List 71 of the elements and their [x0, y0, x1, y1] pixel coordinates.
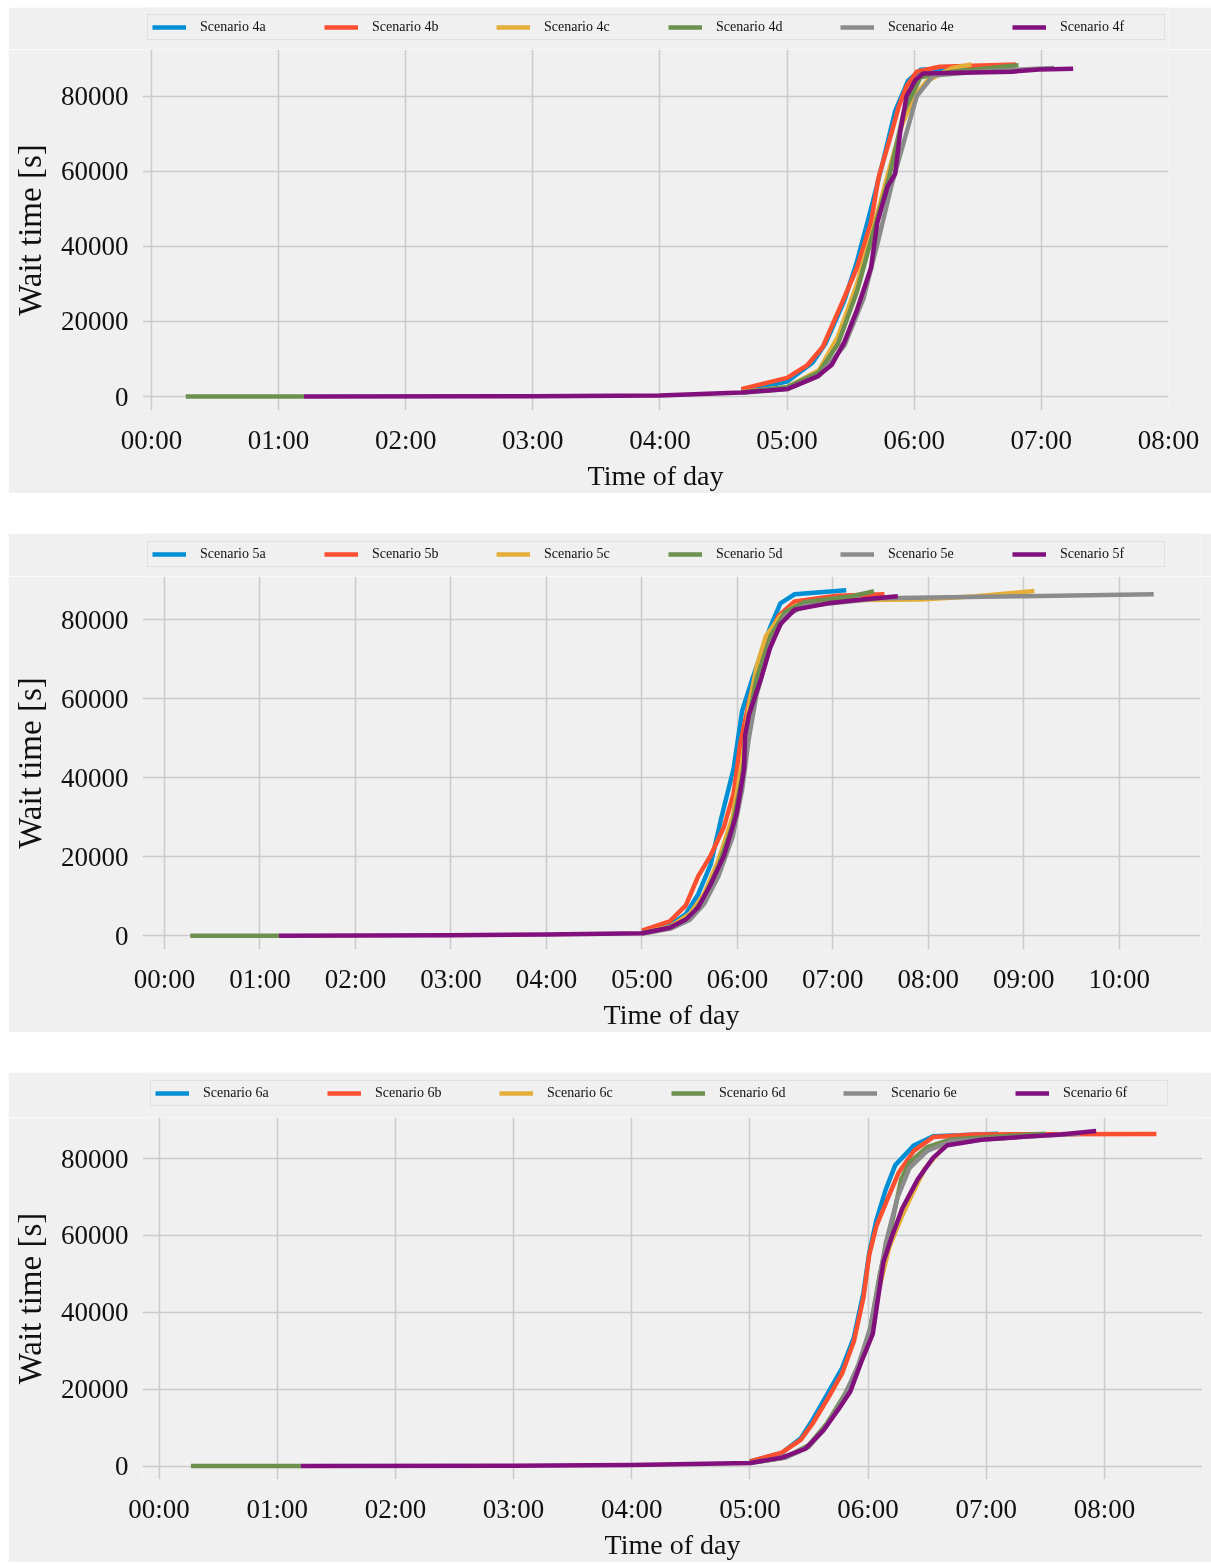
line-series — [298, 1128, 1099, 1469]
x-tick-label: 08:00 — [1137, 424, 1200, 455]
x-tick-label: 06:00 — [706, 963, 769, 994]
x-tick-label: 04:00 — [515, 963, 578, 994]
x-tick-label: 05:00 — [719, 1493, 781, 1524]
x-tick-label: 07:00 — [802, 963, 864, 994]
x-tick-label: 00:00 — [133, 963, 196, 994]
y-axis-title: Wait time [s] — [12, 677, 48, 849]
y-tick-label: 0 — [115, 1451, 129, 1482]
x-tick-label: 02:00 — [374, 424, 437, 455]
legend-label: Scenario 6f — [1063, 1085, 1129, 1101]
x-tick-label: 03:00 — [420, 963, 482, 994]
legend-label: Scenario 6d — [719, 1085, 787, 1101]
x-tick-label: 00:00 — [120, 424, 183, 455]
legend-label: Scenario 4d — [716, 19, 784, 35]
y-tick-label: 80000 — [61, 1143, 129, 1174]
x-tick-label: 01:00 — [246, 1493, 308, 1524]
legend-label: Scenario 5a — [200, 546, 267, 562]
x-tick-label: 05:00 — [756, 424, 818, 455]
legend-label: Scenario 5d — [716, 546, 784, 562]
x-axis-title: Time of day — [603, 998, 740, 1030]
x-tick-label: 07:00 — [1010, 424, 1073, 455]
x-tick-label: 04:00 — [629, 424, 691, 455]
legend-label: Scenario 6c — [547, 1085, 614, 1101]
line-series — [301, 66, 1076, 399]
x-tick-label: 08:00 — [1073, 1493, 1136, 1524]
legend-label: Scenario 5c — [544, 546, 611, 562]
x-tick-label: 03:00 — [502, 424, 564, 455]
y-tick-label: 40000 — [61, 1297, 129, 1328]
legend-label: Scenario 4a — [200, 19, 267, 35]
legend-label: Scenario 6a — [203, 1085, 270, 1101]
x-tick-label: 10:00 — [1088, 963, 1151, 994]
x-tick-label: 06:00 — [883, 424, 945, 455]
legend-label: Scenario 4c — [544, 19, 611, 35]
x-tick-label: 02:00 — [324, 963, 387, 994]
x-tick-label: 06:00 — [837, 1493, 899, 1524]
line-series — [276, 593, 901, 938]
y-tick-label: 80000 — [61, 81, 129, 112]
y-tick-label: 20000 — [61, 306, 129, 337]
y-tick-label: 0 — [115, 920, 129, 951]
legend-label: Scenario 4e — [888, 19, 955, 35]
y-tick-label: 80000 — [61, 604, 129, 635]
y-tick-label: 40000 — [61, 762, 129, 793]
y-tick-label: 20000 — [61, 1374, 129, 1405]
y-tick-label: 60000 — [61, 156, 129, 187]
x-tick-label: 00:00 — [128, 1493, 190, 1524]
y-tick-label: 0 — [115, 381, 129, 412]
legend-label: Scenario 4b — [372, 19, 440, 35]
y-axis-title: Wait time [s] — [12, 144, 48, 316]
x-tick-label: 08:00 — [897, 963, 960, 994]
legend-label: Scenario 5b — [372, 546, 440, 562]
y-tick-label: 60000 — [61, 1220, 129, 1251]
x-tick-label: 01:00 — [229, 963, 291, 994]
x-tick-label: 09:00 — [993, 963, 1055, 994]
x-tick-label: 07:00 — [955, 1493, 1018, 1524]
x-tick-label: 05:00 — [611, 963, 673, 994]
legend-label: Scenario 5e — [888, 546, 955, 562]
y-tick-label: 40000 — [61, 231, 129, 262]
y-axis-title: Wait time [s] — [12, 1212, 48, 1385]
x-axis-title: Time of day — [587, 459, 724, 491]
x-tick-label: 01:00 — [247, 424, 310, 455]
legend-label: Scenario 6b — [375, 1085, 443, 1101]
x-tick-label: 04:00 — [600, 1493, 663, 1524]
x-axis-title: Time of day — [604, 1528, 741, 1560]
x-tick-label: 02:00 — [364, 1493, 427, 1524]
legend-label: Scenario 6e — [891, 1085, 958, 1101]
legend-label: Scenario 5f — [1060, 546, 1126, 562]
legend-label: Scenario 4f — [1060, 19, 1126, 35]
y-tick-label: 20000 — [61, 841, 129, 872]
x-tick-label: 03:00 — [482, 1493, 545, 1524]
y-tick-label: 60000 — [61, 683, 129, 714]
